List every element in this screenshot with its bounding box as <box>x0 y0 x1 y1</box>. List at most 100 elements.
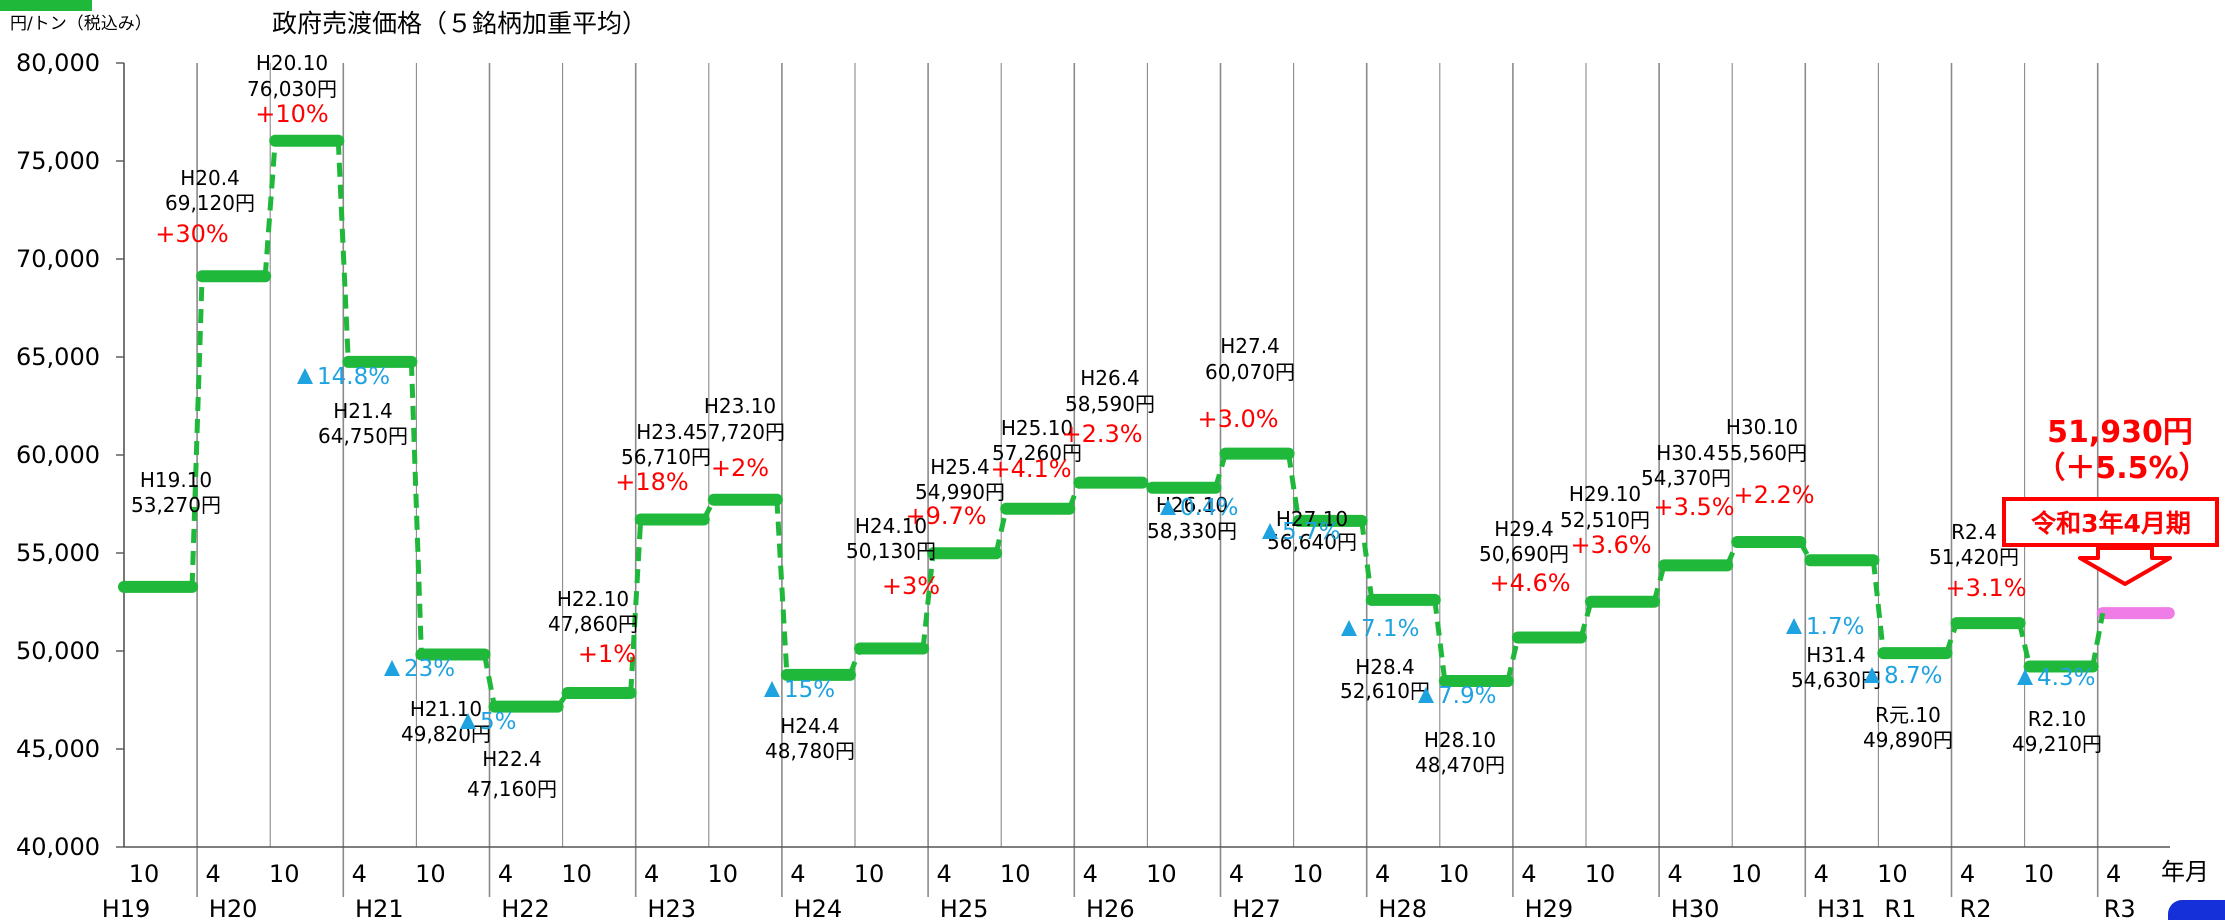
change-label: +10% <box>255 100 328 128</box>
change-label: +4.1% <box>990 455 1071 483</box>
series-connector <box>482 654 497 708</box>
x-month-label: 4 <box>644 860 659 888</box>
value-label: 60,070円 <box>1205 360 1295 384</box>
x-year-label: H23 <box>647 895 696 920</box>
series-connector <box>1359 520 1375 601</box>
x-month-label: 10 <box>1731 860 1762 888</box>
change-label: 23% <box>404 656 455 682</box>
x-month-label: 4 <box>2106 860 2121 888</box>
value-label: 48,780円 <box>765 739 855 763</box>
x-month-label: 4 <box>498 860 513 888</box>
decrease-triangle-icon <box>460 713 476 729</box>
decrease-triangle-icon <box>1262 523 1278 539</box>
change-label: +3.0% <box>1197 405 1278 433</box>
period-label: H23.4 <box>636 420 696 444</box>
change-label: 1.7% <box>1806 614 1864 640</box>
series-connector <box>335 140 351 363</box>
x-year-label: R1 <box>1884 895 1916 920</box>
x-year-label: H31 <box>1817 895 1866 920</box>
x-month-label: 10 <box>2023 860 2054 888</box>
value-label: 47,160円 <box>467 777 557 801</box>
period-label: H23.10 <box>704 394 776 418</box>
value-label: 53,270円 <box>131 493 221 517</box>
value-label: 76,030円 <box>247 77 337 101</box>
period-label: R2.10 <box>2028 707 2086 731</box>
change-label: +1% <box>578 640 636 668</box>
series-connector <box>555 691 570 709</box>
x-month-label: 10 <box>561 860 592 888</box>
series-connector <box>1651 564 1667 603</box>
x-year-label: H19 <box>102 895 151 920</box>
x-month-label: 10 <box>1585 860 1616 888</box>
decrease-triangle-icon <box>297 368 313 384</box>
value-label: 54,370円 <box>1641 466 1731 490</box>
x-year-label: H26 <box>1086 895 1135 920</box>
y-tick-label: 80,000 <box>16 49 100 77</box>
value-label: 52,610円 <box>1340 679 1430 703</box>
x-year-label: H29 <box>1525 895 1574 920</box>
x-year-label: H30 <box>1671 895 1720 920</box>
change-label: 14.8% <box>317 364 390 390</box>
value-label: 57,260円 <box>992 441 1082 465</box>
x-year-label: H25 <box>940 895 989 920</box>
period-label: H28.10 <box>1424 728 1496 752</box>
x-month-label: 4 <box>936 860 951 888</box>
value-label: 50,130円 <box>846 539 936 563</box>
x-month-label: 4 <box>1229 860 1244 888</box>
x-month-label: 4 <box>1375 860 1390 888</box>
series-connector <box>2017 622 2033 668</box>
period-label: H20.4 <box>180 166 240 190</box>
decrease-triangle-icon <box>1418 687 1434 703</box>
change-label: +9.7% <box>905 502 986 530</box>
x-month-label: 4 <box>352 860 367 888</box>
value-label: 57,720円 <box>695 420 785 444</box>
decrease-triangle-icon <box>1341 620 1357 636</box>
period-label: H27.10 <box>1276 507 1348 531</box>
value-label: 58,330円 <box>1147 519 1237 543</box>
series-connector <box>1141 480 1154 490</box>
value-label: 56,640円 <box>1267 530 1357 554</box>
series-connector <box>774 499 790 676</box>
series-connector <box>1798 540 1813 562</box>
value-label: 56,710円 <box>621 445 711 469</box>
change-label: +30% <box>155 220 228 248</box>
value-label: 52,510円 <box>1560 508 1650 532</box>
series-connector <box>1944 622 1959 654</box>
down-arrow-icon <box>2078 546 2172 586</box>
period-label: H24.10 <box>855 514 927 538</box>
period-label: H29.4 <box>1494 517 1554 541</box>
series-connector <box>1432 599 1448 682</box>
x-month-label: 4 <box>1521 860 1536 888</box>
period-label: H25.4 <box>930 455 990 479</box>
value-label: 54,990円 <box>915 480 1005 504</box>
x-month-label: 4 <box>1814 860 1829 888</box>
corner-badge <box>2168 900 2225 920</box>
series-connector <box>1724 541 1740 567</box>
period-label: H31.4 <box>1806 643 1866 667</box>
x-year-label: R3 <box>2104 895 2136 920</box>
series-connector <box>1066 481 1082 510</box>
y-tick-label: 40,000 <box>16 833 100 861</box>
value-label: 48,470円 <box>1415 753 1505 777</box>
y-tick-label: 70,000 <box>16 245 100 273</box>
highlight-change: （＋5.5%） <box>2035 451 2208 486</box>
series-connector <box>408 361 424 655</box>
change-label: 8.7% <box>1884 663 1942 689</box>
period-label: H29.10 <box>1569 482 1641 506</box>
change-label: 5.7% <box>1282 519 1340 545</box>
change-label: 4.3% <box>2037 665 2095 691</box>
x-year-label: H20 <box>209 895 258 920</box>
series-connector <box>701 498 717 521</box>
series-connector <box>628 519 644 694</box>
x-month-label: 4 <box>790 860 805 888</box>
value-label: 47,860円 <box>548 612 638 636</box>
period-label: H21.10 <box>410 697 482 721</box>
x-year-label: H27 <box>1232 895 1281 920</box>
series-connector <box>1286 453 1302 522</box>
period-label: R2.4 <box>1951 520 1997 544</box>
x-year-label: H21 <box>355 895 404 920</box>
decrease-triangle-icon <box>764 681 780 697</box>
x-month-label: 4 <box>205 860 220 888</box>
x-month-label: 10 <box>854 860 885 888</box>
